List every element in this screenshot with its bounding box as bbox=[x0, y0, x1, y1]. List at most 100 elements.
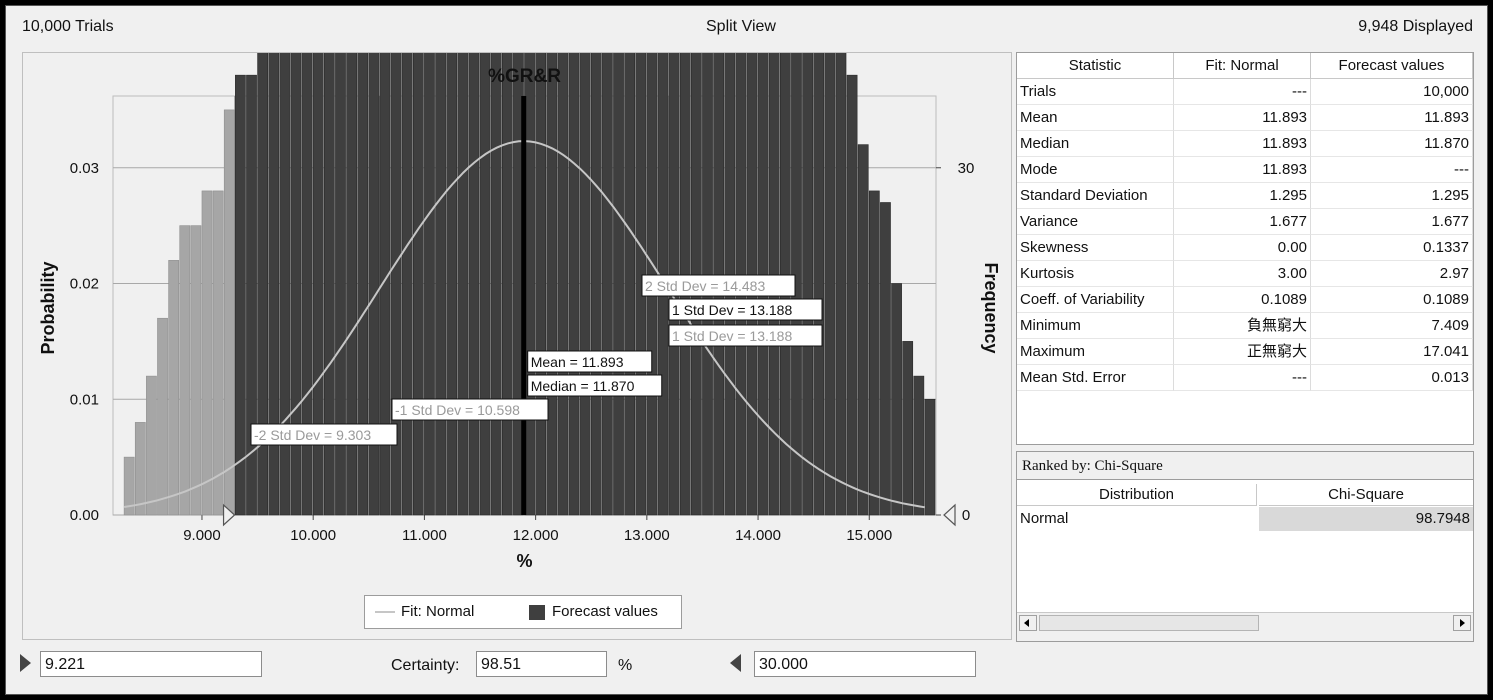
histogram-bar bbox=[346, 53, 357, 516]
x-tick-label: 11.000 bbox=[402, 527, 447, 544]
x-tick-label: 14.000 bbox=[735, 527, 781, 544]
histogram-bar bbox=[357, 53, 369, 516]
marker-label-box bbox=[668, 324, 823, 347]
histogram-bar bbox=[279, 53, 291, 516]
histogram-bar bbox=[813, 53, 825, 516]
histogram-bar bbox=[846, 74, 858, 516]
stats-cell-forecast: 17.041 bbox=[1311, 339, 1473, 365]
y-left-tick-label: 0.01 bbox=[70, 391, 99, 408]
stats-cell-forecast: 10,000 bbox=[1311, 79, 1473, 105]
trials-count: 10,000 Trials bbox=[22, 18, 114, 35]
ranking-panel: Ranked by: Chi-Square Distribution Chi-S… bbox=[1016, 451, 1474, 642]
histogram-bar bbox=[513, 53, 524, 516]
stats-header-statistic[interactable]: Statistic bbox=[1017, 53, 1174, 79]
histogram-bar bbox=[379, 53, 391, 516]
histogram-bar bbox=[312, 53, 324, 516]
histogram-bar bbox=[791, 53, 802, 516]
histogram-bar bbox=[201, 190, 213, 516]
ranking-row-distribution[interactable]: Normal bbox=[1020, 510, 1069, 527]
histogram-bar bbox=[590, 53, 602, 516]
marker-label-box bbox=[641, 274, 796, 297]
stats-cell-fit: 負無窮大 bbox=[1174, 313, 1311, 339]
stats-header-forecast[interactable]: Forecast values bbox=[1311, 53, 1473, 79]
stats-cell-fit: --- bbox=[1174, 79, 1311, 105]
stats-cell-statistic: Skewness bbox=[1017, 235, 1174, 261]
stats-cell-forecast: 2.97 bbox=[1311, 261, 1473, 287]
histogram-bar bbox=[335, 53, 346, 516]
stats-cell-forecast: 0.1089 bbox=[1311, 287, 1473, 313]
histogram-bar bbox=[190, 225, 202, 516]
histogram-bar bbox=[524, 53, 535, 516]
histogram-bar bbox=[635, 53, 647, 516]
stats-cell-statistic: Mode bbox=[1017, 157, 1174, 183]
chart-title: %GR&R bbox=[488, 66, 561, 87]
stats-cell-statistic: Maximum bbox=[1017, 339, 1174, 365]
left-triangle-icon bbox=[730, 654, 741, 672]
right-triangle-icon bbox=[20, 654, 31, 672]
ranking-header-distribution[interactable]: Distribution bbox=[1017, 484, 1257, 506]
x-tick-label: 15.000 bbox=[846, 527, 892, 544]
percent-label: % bbox=[618, 657, 633, 674]
histogram-bar bbox=[490, 53, 502, 516]
histogram-bar bbox=[123, 456, 135, 516]
scroll-left-button[interactable] bbox=[1019, 615, 1037, 631]
stats-cell-fit: 0.00 bbox=[1174, 235, 1311, 261]
stats-cell-forecast: --- bbox=[1311, 157, 1473, 183]
stats-cell-fit: --- bbox=[1174, 365, 1311, 391]
chart-panel: 0.000.010.020.03030609012015018021024027… bbox=[22, 52, 1012, 640]
histogram-bar bbox=[168, 260, 180, 516]
stats-cell-statistic: Variance bbox=[1017, 209, 1174, 235]
x-tick-label: 10.000 bbox=[290, 527, 336, 544]
histogram-bar bbox=[457, 53, 469, 516]
upper-bound-input[interactable]: 30.000 bbox=[754, 651, 976, 677]
histogram-bar bbox=[446, 53, 458, 516]
upper-bound-grabber[interactable] bbox=[730, 654, 741, 672]
histogram-bar bbox=[179, 225, 191, 516]
stats-cell-fit: 1.295 bbox=[1174, 183, 1311, 209]
marker-label-box bbox=[668, 298, 823, 321]
histogram-chart: 0.000.010.020.03030609012015018021024027… bbox=[38, 53, 1001, 571]
legend-fit-swatch bbox=[375, 611, 395, 613]
histogram-bar bbox=[546, 53, 558, 516]
stats-cell-fit: 正無窮大 bbox=[1174, 339, 1311, 365]
marker-label-box bbox=[250, 423, 398, 446]
view-mode-label[interactable]: Split View bbox=[706, 18, 776, 35]
stats-header-fit[interactable]: Fit: Normal bbox=[1174, 53, 1311, 79]
histogram-bar bbox=[268, 53, 280, 516]
marker-label-box bbox=[527, 374, 663, 397]
histogram-bar bbox=[290, 53, 302, 516]
scroll-right-button[interactable] bbox=[1453, 615, 1471, 631]
stats-cell-statistic: Standard Deviation bbox=[1017, 183, 1174, 209]
stats-cell-forecast: 0.1337 bbox=[1311, 235, 1473, 261]
lower-bound-input[interactable]: 9.221 bbox=[40, 651, 262, 677]
stats-cell-statistic: Kurtosis bbox=[1017, 261, 1174, 287]
x-axis-label: % bbox=[516, 551, 532, 571]
marker-label-box bbox=[527, 350, 653, 373]
histogram-bar bbox=[913, 375, 925, 516]
certainty-input[interactable]: 98.51 bbox=[476, 651, 607, 677]
ranking-row-chisquare[interactable]: 98.7948 bbox=[1259, 507, 1473, 531]
ranking-header-chisquare[interactable]: Chi-Square bbox=[1259, 484, 1473, 506]
stats-cell-fit: 11.893 bbox=[1174, 157, 1311, 183]
legend-forecast-swatch bbox=[529, 605, 545, 620]
marker-label: Median = 11.870 bbox=[531, 378, 635, 394]
histogram-bar bbox=[223, 109, 235, 516]
histogram-bar bbox=[257, 53, 269, 516]
y-right-axis-label: Frequency bbox=[981, 262, 1001, 353]
y-left-tick-label: 0.03 bbox=[70, 160, 99, 177]
stats-cell-forecast: 1.677 bbox=[1311, 209, 1473, 235]
horizontal-scrollbar[interactable] bbox=[1017, 612, 1473, 633]
scroll-left-icon bbox=[1024, 619, 1029, 627]
histogram-bar bbox=[424, 53, 435, 516]
x-tick-label: 12.000 bbox=[513, 527, 559, 544]
stats-cell-forecast: 0.013 bbox=[1311, 365, 1473, 391]
histogram-bar bbox=[390, 53, 402, 516]
scroll-thumb[interactable] bbox=[1039, 615, 1259, 631]
histogram-bar bbox=[602, 53, 613, 516]
lower-bound-grabber[interactable] bbox=[20, 654, 31, 672]
histogram-bar bbox=[924, 398, 936, 516]
histogram-bar bbox=[624, 53, 636, 516]
forecast-window: 10,000 Trials Split View 9,948 Displayed… bbox=[5, 5, 1488, 695]
histogram-bar bbox=[212, 190, 224, 516]
marker-label: 2 Std Dev = 14.483 bbox=[645, 278, 765, 294]
